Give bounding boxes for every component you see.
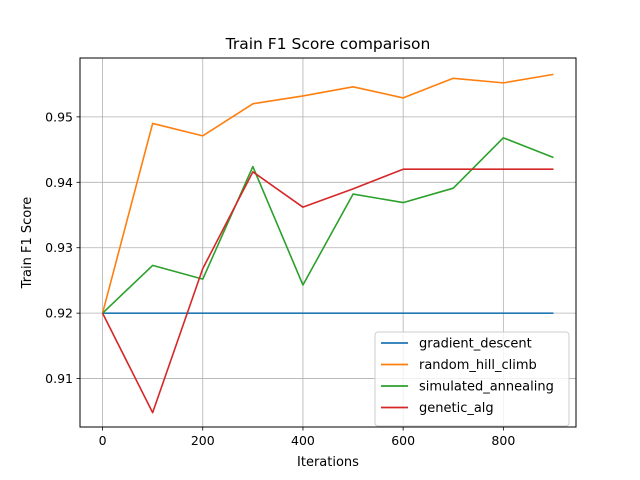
x-axis-label: Iterations: [297, 455, 359, 470]
y-tick-label: 0.92: [45, 306, 73, 321]
x-tick-label: 400: [291, 433, 315, 448]
x-tick-label: 0: [99, 433, 107, 448]
x-tick-label: 200: [191, 433, 215, 448]
series-line-simulated-annealing: [101, 137, 554, 314]
y-tick-label: 0.93: [45, 240, 73, 255]
axis-ticks: 0 200 400 600 800 0.91 0.92 0.93 0.94 0.95: [45, 109, 515, 448]
plot-frame: [79, 57, 577, 428]
legend-entry-label: genetic_alg: [419, 401, 494, 416]
series-lines: [101, 73, 554, 414]
legend-entry-label: gradient_descent: [419, 337, 532, 352]
series-line-genetic-alg: [101, 168, 554, 414]
y-tick-label: 0.94: [45, 175, 73, 190]
legend-box: [374, 331, 570, 427]
x-tick-label: 600: [391, 433, 415, 448]
series-line-random-hill-climb: [101, 73, 554, 314]
legend-entry-label: random_hill_climb: [419, 358, 537, 373]
y-tick-label: 0.95: [45, 109, 73, 124]
legend-entry-label: simulated_annealing: [419, 380, 554, 395]
legend: gradient_descent random_hill_climbsimulat…: [374, 331, 570, 427]
x-tick-label: 800: [491, 433, 515, 448]
chart-title: Train F1 Score comparison: [225, 35, 431, 53]
y-axis-label: Train F1 Score: [20, 197, 35, 290]
y-tick-label: 0.91: [45, 371, 73, 386]
